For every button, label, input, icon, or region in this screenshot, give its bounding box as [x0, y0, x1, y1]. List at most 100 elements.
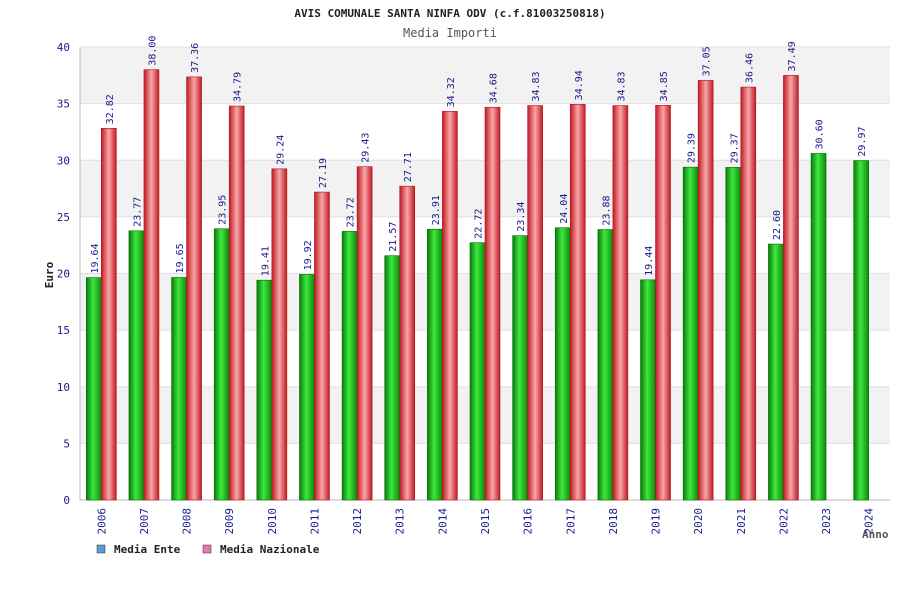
x-tick-label: 2015 — [479, 508, 492, 535]
bar-value-label: 34.79 — [233, 72, 244, 102]
bar-value-label: 23.95 — [218, 195, 229, 225]
x-tick-label: 2007 — [138, 508, 151, 535]
bar-value-label: 24.04 — [559, 194, 570, 224]
bar — [597, 229, 614, 501]
bar — [341, 231, 358, 501]
bar — [101, 128, 117, 501]
bar — [554, 227, 571, 501]
bar-value-label: 34.94 — [574, 70, 585, 100]
bar-value-label: 21.57 — [388, 222, 399, 252]
x-tick-label: 2010 — [266, 508, 279, 535]
bar-value-label: 34.68 — [489, 73, 500, 103]
y-tick-label: 5 — [63, 437, 70, 450]
bar-value-label: 22.72 — [474, 209, 485, 239]
bar — [256, 279, 273, 501]
bar — [171, 277, 187, 501]
bar — [384, 255, 401, 501]
bar-value-label: 23.72 — [346, 197, 357, 227]
bar-value-label: 27.19 — [318, 158, 329, 188]
bar — [86, 277, 102, 501]
x-tick-label: 2021 — [735, 508, 748, 535]
y-tick-label: 25 — [57, 211, 70, 224]
bar-value-label: 34.83 — [616, 71, 627, 101]
legend: Media Ente Media Nazionale — [96, 543, 320, 556]
y-tick-label: 20 — [57, 268, 70, 281]
x-tick-label: 2012 — [351, 508, 364, 535]
bar-value-label: 23.88 — [601, 195, 612, 225]
x-tick-label: 2014 — [436, 508, 449, 535]
legend-swatch-media-ente — [96, 544, 106, 554]
bar — [725, 167, 742, 501]
bar — [469, 242, 486, 501]
y-tick-label: 40 — [57, 41, 70, 54]
x-tick-label: 2016 — [522, 508, 535, 535]
x-tick-label: 2019 — [650, 508, 663, 535]
bar-value-label: 19.65 — [175, 243, 186, 273]
chart-title: AVIS COMUNALE SANTA NINFA ODV (c.f.81003… — [294, 7, 605, 20]
bar — [442, 111, 458, 501]
legend-swatch-media-nazionale — [202, 544, 212, 554]
chart-subtitle: Media Importi — [403, 26, 497, 40]
bar-value-label: 37.05 — [702, 46, 713, 76]
x-tick-label: 2018 — [607, 508, 620, 535]
bar — [484, 106, 501, 501]
bar-value-label: 36.46 — [744, 53, 755, 83]
bar-value-label: 34.32 — [446, 77, 457, 107]
x-tick-labels: 2006 2007 2008 2009 2010 2011 2012 2013 2014 2015… — [95, 508, 875, 535]
bar — [810, 153, 827, 501]
bar — [569, 104, 586, 501]
x-tick-label: 2017 — [564, 508, 577, 535]
y-tick-label: 0 — [63, 494, 70, 507]
bar-value-label: 29.97 — [857, 126, 868, 156]
bar — [399, 185, 416, 501]
bar — [427, 228, 443, 501]
bar — [655, 105, 671, 501]
y-axis-label: Euro — [43, 261, 56, 288]
bar — [314, 191, 330, 501]
bar-value-label: 29.39 — [687, 133, 698, 163]
bar-value-label: 19.41 — [260, 246, 271, 276]
bar — [740, 86, 757, 501]
bar — [228, 105, 245, 501]
bar-value-label: 34.85 — [659, 71, 670, 101]
bar-value-label: 34.83 — [531, 71, 542, 101]
bar — [768, 243, 784, 501]
bar-value-label: 32.82 — [105, 94, 116, 124]
x-tick-label: 2009 — [223, 508, 236, 535]
bar — [271, 168, 288, 501]
legend-label-media-ente: Media Ente — [114, 543, 181, 556]
bar — [186, 76, 202, 501]
bar-value-label: 22.60 — [772, 210, 783, 240]
x-axis-label: Anno — [862, 528, 889, 541]
bars-group — [86, 69, 869, 501]
x-tick-label: 2024 — [863, 508, 876, 535]
bar — [697, 80, 714, 501]
bar-value-label: 23.91 — [431, 195, 442, 225]
bar-value-label: 23.34 — [516, 202, 527, 232]
bar — [512, 235, 528, 501]
bar — [783, 75, 799, 501]
x-tick-label: 2011 — [308, 508, 321, 535]
bar-value-label: 19.92 — [303, 240, 314, 270]
bar — [213, 228, 230, 501]
y-tick-labels: 0 5 10 15 20 25 30 35 40 — [57, 41, 70, 507]
y-tick-label: 15 — [57, 324, 70, 337]
x-tick-label: 2008 — [181, 508, 194, 535]
bar — [853, 160, 869, 501]
bar — [128, 230, 145, 501]
bar-value-label: 29.43 — [361, 133, 372, 163]
bar — [143, 69, 160, 501]
bar-value-label: 30.60 — [815, 119, 826, 149]
bar-value-label: 23.77 — [132, 197, 143, 227]
bar-value-label: 29.37 — [729, 133, 740, 163]
bar — [527, 105, 543, 501]
x-tick-label: 2022 — [777, 508, 790, 535]
bar-value-label: 19.44 — [644, 246, 655, 276]
y-tick-label: 35 — [57, 98, 70, 111]
bar-value-label: 29.24 — [275, 135, 286, 165]
bar — [299, 274, 315, 501]
x-tick-label: 2006 — [95, 508, 108, 535]
x-tick-label: 2020 — [692, 508, 705, 535]
bar-value-label: 38.00 — [147, 36, 158, 66]
